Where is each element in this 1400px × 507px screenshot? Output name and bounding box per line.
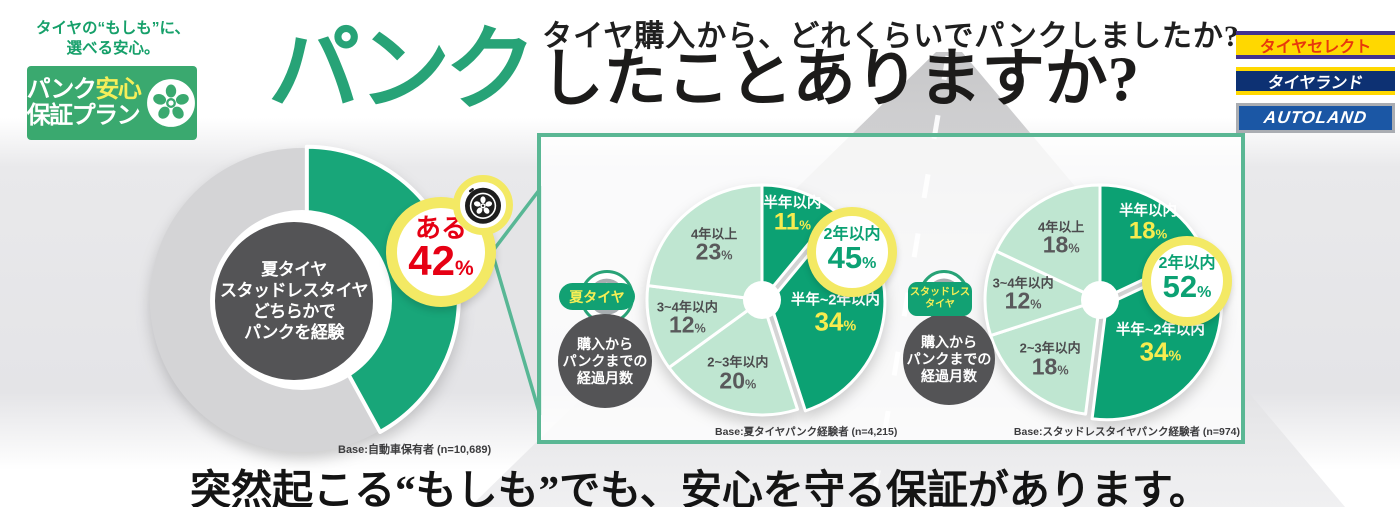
base-note-summer: Base:夏タイヤパンク経験者 (n=4,215): [715, 426, 898, 438]
brand-tagline-line2: 選べる安心。: [66, 40, 160, 57]
wheel-icon: [145, 77, 197, 129]
summer-caption-circle: 購入から パンクまでの 経過月数: [558, 314, 652, 408]
footer-message: 突然起こる“もしも”でも、安心を守る保証があります。: [190, 467, 1210, 507]
panel-question-title: タイヤ購入から、どれくらいでパンクしましたか?: [542, 20, 1240, 53]
brand-logo-text: パンク安心 保証プラン: [26, 76, 142, 129]
summer-tire-type-pill: 夏タイヤ: [559, 283, 635, 310]
title-rest: したことありますか?: [540, 44, 1140, 114]
retailer-logos: タイヤセレクト タイヤランド AUTOLAND: [1236, 31, 1395, 133]
brand-logo-badge: パンク安心 保証プラン: [27, 66, 197, 140]
retailer-logo-autoland: AUTOLAND: [1236, 103, 1395, 133]
highlight-badge-studless: 2年以内 52%: [1142, 236, 1232, 326]
studless-caption-circle: 購入から パンクまでの 経過月数: [903, 313, 995, 405]
retailer-logo-tire-select: タイヤセレクト: [1236, 31, 1395, 59]
flat-tire-icon: [463, 185, 503, 225]
answer-value: 42%: [408, 237, 474, 284]
page-title: パンク したことありますか?: [268, 18, 1139, 122]
retailer-logo-tire-land: タイヤランド: [1236, 67, 1395, 95]
highlight-badge-summer: 2年以内 45%: [807, 207, 897, 297]
title-highlight: パンク: [268, 19, 537, 121]
question-panel: [537, 133, 1245, 444]
base-note-owners: Base:自動車保有者 (n=10,689): [338, 444, 492, 456]
brand-tagline-line1: タイヤの“もしも”に、: [35, 20, 191, 37]
tire-icon-badge: [453, 175, 513, 235]
base-note-studless: Base:スタッドレスタイヤパンク経験者 (n=974): [1013, 426, 1240, 438]
brand-tagline: タイヤの“もしも”に、 選べる安心。: [15, 19, 211, 59]
donut-center-label: 夏タイヤ スタッドレスタイヤ どちらかで パンクを経験: [210, 217, 378, 385]
studless-tire-type-pill: スタッドレス タイヤ: [908, 282, 972, 316]
